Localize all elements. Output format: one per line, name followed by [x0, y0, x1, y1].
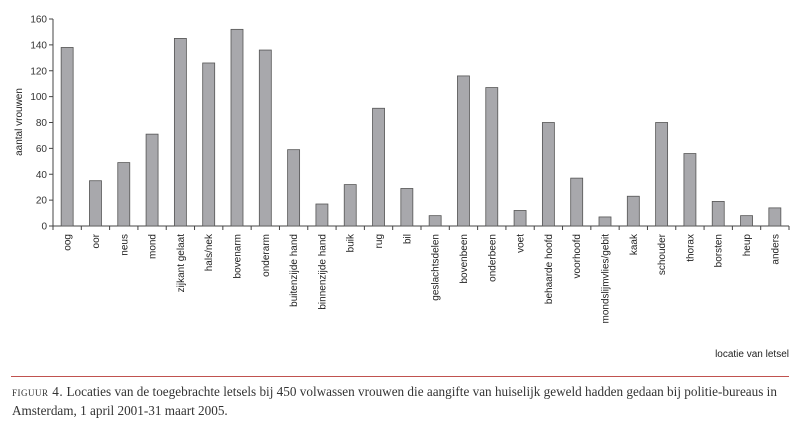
y-tick-label: 100 [30, 92, 47, 103]
bar-anders [768, 207, 782, 227]
category-label: voorhoofd [572, 234, 583, 278]
figure-caption: figuur 4. Locaties van de toegebrachte l… [12, 382, 792, 420]
category-label: bovenbeen [459, 234, 470, 284]
bar-schouder [655, 122, 669, 227]
category-label: bovenarm [233, 234, 244, 278]
category-label: onderbeen [487, 234, 498, 282]
category-label: anders [770, 234, 781, 265]
bar-oor [89, 180, 102, 227]
bar-geslachtsdelen [428, 215, 442, 227]
bar-onderarm [258, 49, 272, 227]
category-label: schouder [657, 233, 668, 275]
category-label: buitenzijde hand [289, 234, 300, 307]
category-label: hals/nek [204, 233, 215, 271]
y-tick-label: 120 [30, 66, 47, 77]
caption-divider [11, 376, 789, 377]
bar-mond [145, 133, 159, 227]
bar-buik [343, 184, 357, 227]
category-label: bil [402, 234, 413, 244]
bar-heup [740, 215, 753, 227]
y-tick-label: 160 [30, 15, 47, 26]
bar-voet [513, 210, 527, 227]
bar-thorax [683, 153, 697, 227]
caption-text: Locaties van de toegebrachte letsels bij… [12, 384, 777, 418]
bar-bovenbeen [457, 75, 470, 227]
category-label: mondslijmvlies/gebit [601, 234, 612, 324]
bar-onderbeen [485, 87, 499, 227]
bar-borsten [711, 201, 725, 227]
bar-mondslijmvlies-gebit [598, 216, 612, 227]
category-label: neus [119, 234, 130, 256]
category-label: borsten [714, 234, 725, 267]
y-tick-label: 140 [30, 40, 47, 51]
category-label: zijkant gelaat [176, 234, 187, 293]
category-label: thorax [685, 234, 696, 262]
category-label: oog [63, 234, 74, 251]
figure-label: figuur 4. [12, 384, 64, 399]
category-label: kaak [629, 233, 640, 255]
bar-buitenzijde-hand [287, 149, 301, 227]
bar-hals-nek [202, 62, 216, 227]
bar-zijkant-gelaat [173, 38, 187, 227]
category-label: geslachtsdelen [431, 234, 442, 301]
bar-neus [117, 162, 131, 227]
category-label: buik [346, 233, 357, 252]
bar-chart: 0 20 40 60 80 100 120 140 160 aantal vrouwen oog oo… [14, 15, 790, 324]
bar-kaak [626, 195, 640, 227]
y-tick-label: 40 [36, 170, 48, 181]
y-tick-label: 60 [36, 144, 48, 155]
bar-voorhoofd [570, 177, 584, 227]
category-label: voet [516, 234, 527, 253]
y-tick-label: 0 [41, 222, 47, 233]
y-axis-label: aantal vrouwen [14, 88, 25, 156]
bar-rug [372, 107, 385, 227]
category-label: oor [91, 233, 102, 248]
category-label: behaarde hoofd [544, 234, 555, 304]
category-label: heup [742, 234, 753, 257]
category-label: onderarm [261, 234, 272, 277]
category-label: rug [374, 234, 385, 248]
bar-binnenzijde-hand [315, 203, 329, 227]
y-tick-label: 80 [36, 118, 48, 129]
category-label: binnenzijde hand [317, 234, 328, 310]
bar-bovenarm [230, 28, 244, 227]
bar-bil [400, 188, 414, 227]
bar-oog [60, 47, 74, 227]
x-axis-label: locatie van letsel [715, 349, 789, 360]
bar-behaarde-hoofd [541, 122, 555, 227]
category-label: mond [148, 234, 159, 259]
y-tick-label: 20 [36, 196, 48, 207]
